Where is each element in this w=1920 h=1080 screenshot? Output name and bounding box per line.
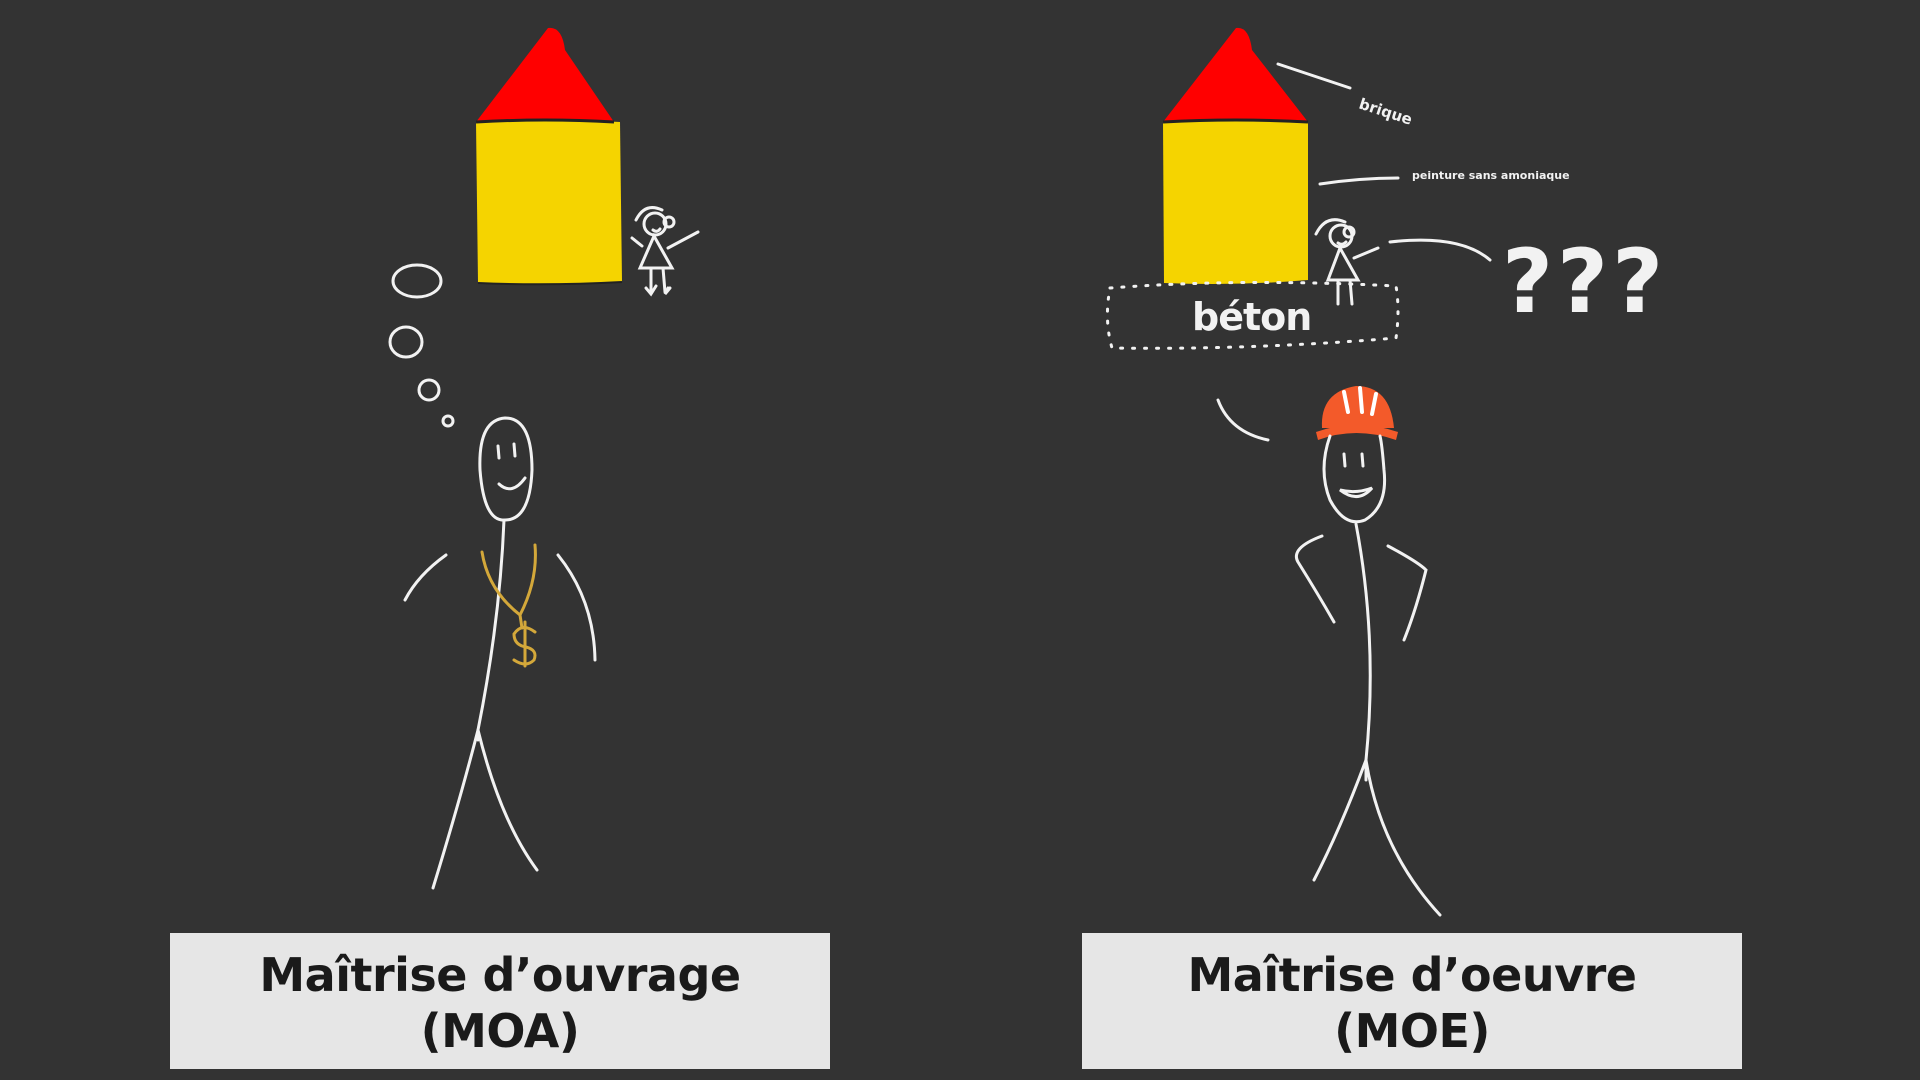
moe-head bbox=[1322, 434, 1387, 524]
label-foundation: béton bbox=[1192, 295, 1311, 339]
foundation-pointer-line bbox=[1216, 398, 1270, 442]
label-roof: brique bbox=[1357, 95, 1415, 129]
walls-pointer-line bbox=[1318, 176, 1400, 186]
moe-house-icon bbox=[1162, 27, 1309, 284]
moe-title: Maîtrise d’oeuvre bbox=[1187, 948, 1637, 1002]
dollar-necklace-icon bbox=[480, 543, 537, 668]
moe-abbreviation: (MOE) bbox=[1334, 1004, 1490, 1058]
roof-pointer-line bbox=[1276, 62, 1352, 90]
hard-hat-icon bbox=[1316, 386, 1398, 440]
label-question: ??? bbox=[1502, 230, 1667, 333]
moe-walls bbox=[1163, 120, 1308, 284]
moa-caption: Maîtrise d’ouvrage (MOA) bbox=[170, 933, 830, 1069]
moa-head bbox=[478, 416, 534, 522]
moa-house-icon bbox=[475, 27, 623, 286]
moe-roof bbox=[1163, 27, 1308, 122]
moa-title: Maîtrise d’ouvrage bbox=[259, 948, 741, 1002]
moe-girl-figure-icon bbox=[1314, 218, 1380, 306]
moa-girl-figure-icon bbox=[630, 206, 700, 297]
moa-roof bbox=[476, 27, 614, 122]
question-pointer-line bbox=[1388, 238, 1492, 262]
thought-bubble-icon bbox=[388, 263, 455, 428]
moa-stick-figure-icon bbox=[403, 416, 597, 890]
moe-caption: Maîtrise d’oeuvre (MOE) bbox=[1082, 933, 1742, 1069]
label-walls: peinture sans amoniaque bbox=[1412, 169, 1570, 182]
moe-annotation-lines bbox=[1216, 62, 1492, 442]
moa-walls bbox=[476, 120, 622, 285]
moe-stick-figure-icon bbox=[1295, 434, 1442, 917]
foundation-dotted-box bbox=[1105, 280, 1400, 350]
moa-abbreviation: (MOA) bbox=[420, 1004, 580, 1058]
